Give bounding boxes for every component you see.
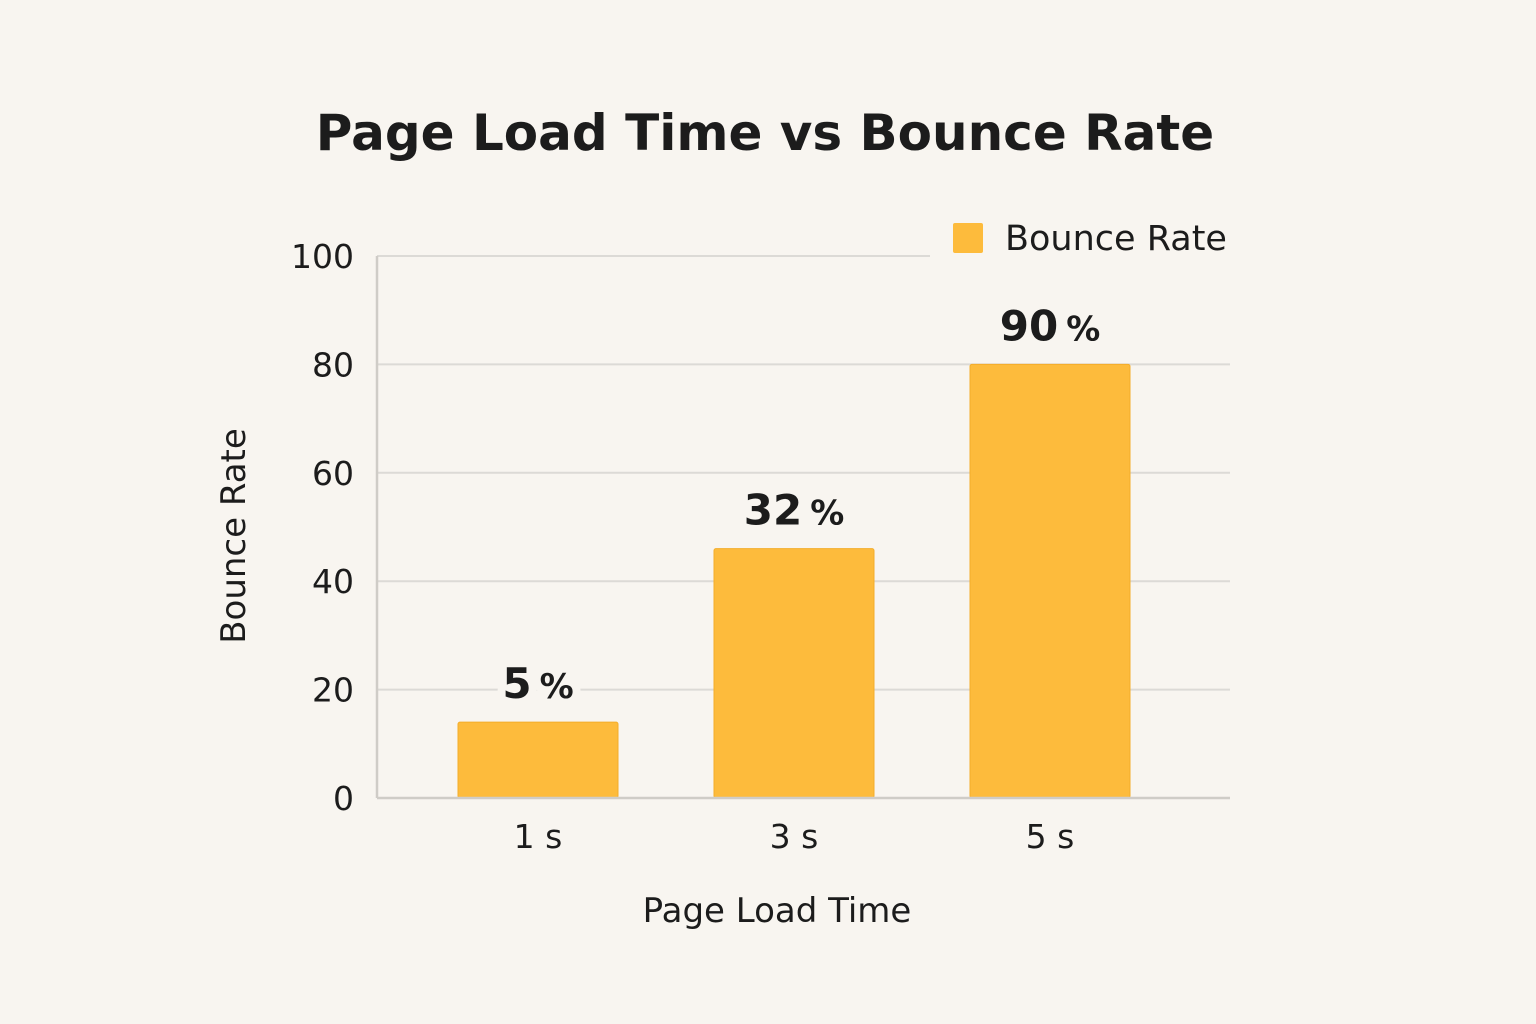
y-tick-label: 0 <box>333 779 354 818</box>
bar <box>969 363 1131 799</box>
bars <box>457 363 1131 799</box>
legend: Bounce Rate <box>953 219 1227 259</box>
chart-title: Page Load Time vs Bounce Rate <box>316 104 1214 162</box>
data-label: 90% <box>1000 301 1101 350</box>
x-tick-label: 1 s <box>514 817 563 856</box>
x-axis-label: Page Load Time <box>643 891 912 931</box>
bar <box>457 721 619 799</box>
x-tick-label: 5 s <box>1026 817 1075 856</box>
x-tick-label: 3 s <box>770 817 819 856</box>
data-label: 32% <box>744 486 845 535</box>
y-axis-ticks: 0 20 40 60 80 100 <box>291 237 354 818</box>
legend-swatch <box>953 223 983 253</box>
y-tick-label: 80 <box>312 345 354 384</box>
y-tick-label: 100 <box>291 237 354 276</box>
data-labels: 5 % 32 % 90% <box>494 293 1108 716</box>
legend-label: Bounce Rate <box>1005 219 1227 259</box>
bar <box>713 548 875 799</box>
y-tick-label: 60 <box>312 454 354 493</box>
y-axis-label: Bounce Rate <box>214 428 254 644</box>
y-tick-label: 40 <box>312 562 354 601</box>
y-tick-label: 20 <box>312 671 354 710</box>
x-axis-ticks: 1 s 3 s 5 s <box>514 817 1075 856</box>
data-label: 5% <box>502 659 573 708</box>
